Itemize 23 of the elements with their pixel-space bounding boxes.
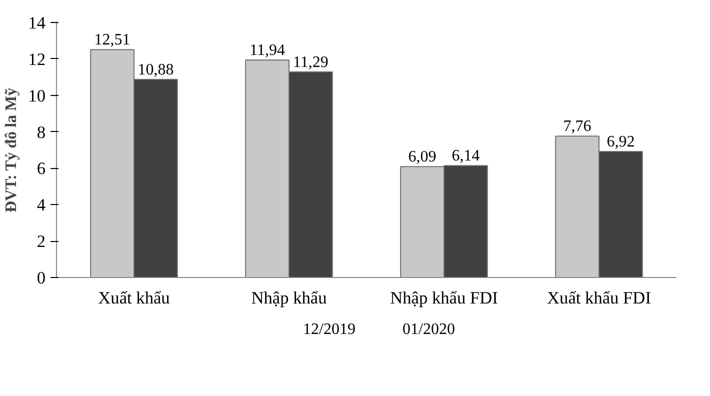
x-tick-label: Nhập khẩu [251,288,328,308]
y-axis-title: ĐVT: Tỷ đô la Mỹ [3,88,20,213]
data-label: 11,29 [292,54,328,71]
x-tick-label: Xuất khẩu FDI [547,288,652,308]
data-label: 7,76 [563,118,592,136]
y-tick-label: 4 [36,196,46,215]
y-tick-label: 10 [28,86,46,106]
data-label: 11,94 [250,42,286,60]
text: 12/2019 [303,321,356,339]
x-tick-label: Xuất khẩu [98,288,170,308]
y-tick-label: 2 [36,232,46,252]
y-tick-label: 8 [36,122,46,142]
data-label: 12,51 [94,32,130,49]
y-tick-label: 12 [28,50,46,69]
y-tick-label: 6 [36,159,46,178]
y-tick-label: 14 [28,14,46,32]
data-label: 6,92 [606,133,635,150]
data-label: 10,88 [138,61,174,78]
text: 01/2020 [402,321,455,339]
data-label: 6,14 [452,148,480,165]
x-tick-label: Nhập khẩu FDI [390,288,498,308]
data-label: 6,09 [408,148,436,166]
y-tick-label: 0 [36,268,46,288]
